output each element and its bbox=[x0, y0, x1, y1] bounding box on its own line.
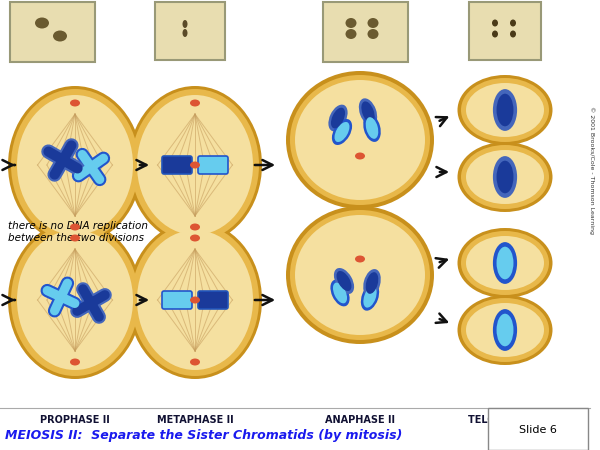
FancyBboxPatch shape bbox=[162, 156, 192, 174]
Ellipse shape bbox=[17, 230, 133, 370]
Ellipse shape bbox=[355, 153, 365, 159]
Ellipse shape bbox=[355, 256, 365, 262]
Text: TELOPHASE II: TELOPHASE II bbox=[468, 415, 542, 425]
Ellipse shape bbox=[497, 247, 514, 279]
Bar bbox=[10, 2, 95, 62]
Ellipse shape bbox=[131, 224, 259, 376]
Ellipse shape bbox=[190, 224, 200, 230]
Ellipse shape bbox=[331, 108, 345, 128]
Ellipse shape bbox=[131, 89, 259, 241]
Text: © 2001 Brooks/Cole - Thomson Learning: © 2001 Brooks/Cole - Thomson Learning bbox=[589, 106, 595, 234]
Bar bbox=[488, 408, 588, 450]
Ellipse shape bbox=[461, 78, 549, 142]
Ellipse shape bbox=[337, 271, 352, 291]
Ellipse shape bbox=[492, 31, 498, 37]
Ellipse shape bbox=[359, 98, 377, 126]
Ellipse shape bbox=[70, 359, 80, 365]
Ellipse shape bbox=[364, 286, 377, 308]
Ellipse shape bbox=[335, 122, 349, 142]
Ellipse shape bbox=[458, 295, 553, 365]
Ellipse shape bbox=[363, 269, 381, 297]
Ellipse shape bbox=[286, 71, 434, 209]
Ellipse shape bbox=[466, 303, 544, 357]
Ellipse shape bbox=[70, 224, 80, 230]
Ellipse shape bbox=[190, 359, 200, 365]
Ellipse shape bbox=[458, 228, 553, 298]
Ellipse shape bbox=[346, 29, 356, 39]
Bar bbox=[323, 2, 408, 62]
Text: Slide 6: Slide 6 bbox=[519, 425, 557, 435]
Ellipse shape bbox=[497, 161, 514, 194]
Ellipse shape bbox=[493, 309, 517, 351]
Ellipse shape bbox=[466, 236, 544, 290]
Ellipse shape bbox=[137, 95, 253, 235]
Ellipse shape bbox=[458, 75, 553, 145]
Ellipse shape bbox=[333, 283, 347, 303]
Ellipse shape bbox=[361, 101, 374, 123]
Bar bbox=[155, 2, 225, 60]
Ellipse shape bbox=[466, 150, 544, 204]
Text: there is no DNA replication
between the two divisions: there is no DNA replication between the … bbox=[8, 221, 148, 243]
Ellipse shape bbox=[510, 19, 516, 27]
Text: ANAPHASE II: ANAPHASE II bbox=[325, 415, 395, 425]
Text: METAPHASE II: METAPHASE II bbox=[157, 415, 233, 425]
Ellipse shape bbox=[295, 215, 425, 335]
Ellipse shape bbox=[363, 114, 381, 142]
Ellipse shape bbox=[295, 80, 425, 200]
Ellipse shape bbox=[128, 221, 262, 379]
Text: MEIOSIS II:  Separate the Sister Chromatids (by mitosis): MEIOSIS II: Separate the Sister Chromati… bbox=[5, 429, 403, 442]
Ellipse shape bbox=[461, 231, 549, 295]
Ellipse shape bbox=[286, 206, 434, 344]
FancyBboxPatch shape bbox=[162, 291, 192, 309]
Ellipse shape bbox=[366, 272, 378, 294]
Ellipse shape bbox=[137, 230, 253, 370]
Ellipse shape bbox=[190, 234, 200, 242]
Ellipse shape bbox=[334, 268, 354, 294]
Ellipse shape bbox=[366, 117, 378, 139]
Ellipse shape bbox=[190, 99, 200, 107]
Ellipse shape bbox=[11, 89, 139, 241]
Ellipse shape bbox=[53, 31, 67, 41]
Ellipse shape bbox=[461, 145, 549, 209]
Ellipse shape bbox=[332, 119, 352, 145]
Ellipse shape bbox=[367, 18, 379, 28]
Ellipse shape bbox=[493, 156, 517, 198]
Ellipse shape bbox=[182, 29, 187, 37]
Ellipse shape bbox=[128, 86, 262, 244]
Ellipse shape bbox=[328, 104, 347, 131]
Ellipse shape bbox=[190, 297, 200, 303]
Ellipse shape bbox=[11, 224, 139, 376]
Ellipse shape bbox=[290, 75, 430, 205]
Ellipse shape bbox=[461, 298, 549, 362]
FancyBboxPatch shape bbox=[198, 291, 228, 309]
Ellipse shape bbox=[466, 83, 544, 137]
Ellipse shape bbox=[493, 89, 517, 131]
Ellipse shape bbox=[458, 142, 553, 212]
Ellipse shape bbox=[190, 162, 200, 168]
Ellipse shape bbox=[510, 31, 516, 37]
Ellipse shape bbox=[346, 18, 356, 28]
Ellipse shape bbox=[70, 99, 80, 107]
Ellipse shape bbox=[8, 86, 142, 244]
Ellipse shape bbox=[290, 210, 430, 340]
Ellipse shape bbox=[493, 242, 517, 284]
Ellipse shape bbox=[497, 94, 514, 126]
Ellipse shape bbox=[367, 29, 379, 39]
FancyBboxPatch shape bbox=[198, 156, 228, 174]
Ellipse shape bbox=[17, 95, 133, 235]
Ellipse shape bbox=[182, 20, 187, 28]
Bar bbox=[469, 2, 541, 60]
Ellipse shape bbox=[361, 284, 379, 310]
Text: PROPHASE II: PROPHASE II bbox=[40, 415, 110, 425]
Ellipse shape bbox=[35, 18, 49, 28]
Ellipse shape bbox=[331, 279, 350, 306]
Ellipse shape bbox=[492, 19, 498, 27]
Ellipse shape bbox=[497, 314, 514, 346]
Ellipse shape bbox=[70, 234, 80, 242]
Ellipse shape bbox=[8, 221, 142, 379]
